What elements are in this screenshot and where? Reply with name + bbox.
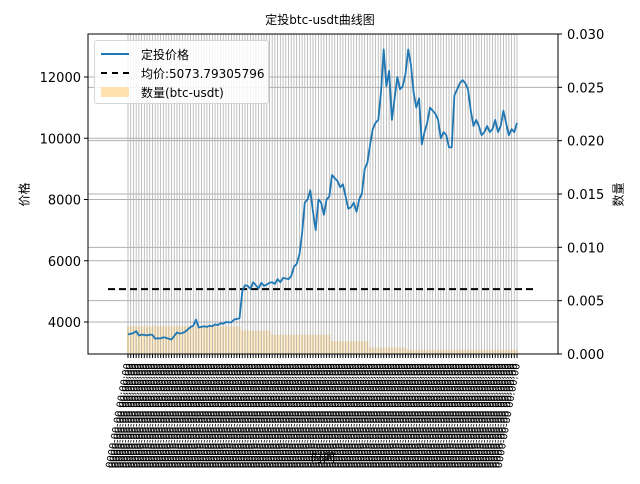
horizontal-gridlines bbox=[88, 76, 558, 323]
left-y-axis-ticks: 4000 6000 8000 10000 12000 bbox=[40, 71, 88, 331]
legend-label-volume: 数量(btc-usdt) bbox=[141, 85, 224, 100]
left-y-axis-label: 价格 bbox=[17, 182, 32, 207]
line-swatch-icon bbox=[101, 49, 129, 59]
svg-text:0.020: 0.020 bbox=[567, 135, 604, 150]
right-y-axis-ticks: 0.000 0.005 0.010 0.015 0.020 0.025 0.030 bbox=[558, 28, 604, 363]
x-axis-ticks bbox=[127, 354, 518, 358]
svg-text:0.015: 0.015 bbox=[567, 188, 604, 203]
legend-item-price: 定投价格 bbox=[101, 45, 189, 63]
legend-label-price: 定投价格 bbox=[141, 47, 190, 62]
bar-swatch-icon bbox=[101, 87, 129, 97]
svg-text:0.025: 0.025 bbox=[567, 81, 604, 96]
price-line bbox=[127, 48, 518, 341]
svg-text:10000: 10000 bbox=[40, 132, 81, 147]
svg-text:0.005: 0.005 bbox=[567, 295, 604, 310]
chart-legend: 定投价格 均价:5073.79305796 数量(btc-usdt) bbox=[94, 40, 269, 104]
chart-title: 定投btc-usdt曲线图 bbox=[265, 13, 375, 27]
svg-text:4000: 4000 bbox=[48, 316, 81, 331]
svg-text:0.010: 0.010 bbox=[567, 241, 604, 256]
legend-label-average: 均价:5073.79305796 bbox=[141, 66, 265, 81]
svg-text:12000: 12000 bbox=[40, 71, 81, 86]
right-y-axis-label: 数量 bbox=[611, 182, 626, 207]
svg-text:6000: 6000 bbox=[48, 255, 81, 270]
svg-text:0.030: 0.030 bbox=[567, 28, 604, 43]
dashed-line-swatch-icon bbox=[101, 68, 129, 78]
x-axis-label: 时间 bbox=[310, 451, 335, 465]
legend-item-average: 均价:5073.79305796 bbox=[101, 64, 264, 82]
svg-text:8000: 8000 bbox=[48, 194, 81, 209]
svg-text:0.000: 0.000 bbox=[567, 348, 604, 363]
legend-item-volume: 数量(btc-usdt) bbox=[101, 83, 224, 101]
